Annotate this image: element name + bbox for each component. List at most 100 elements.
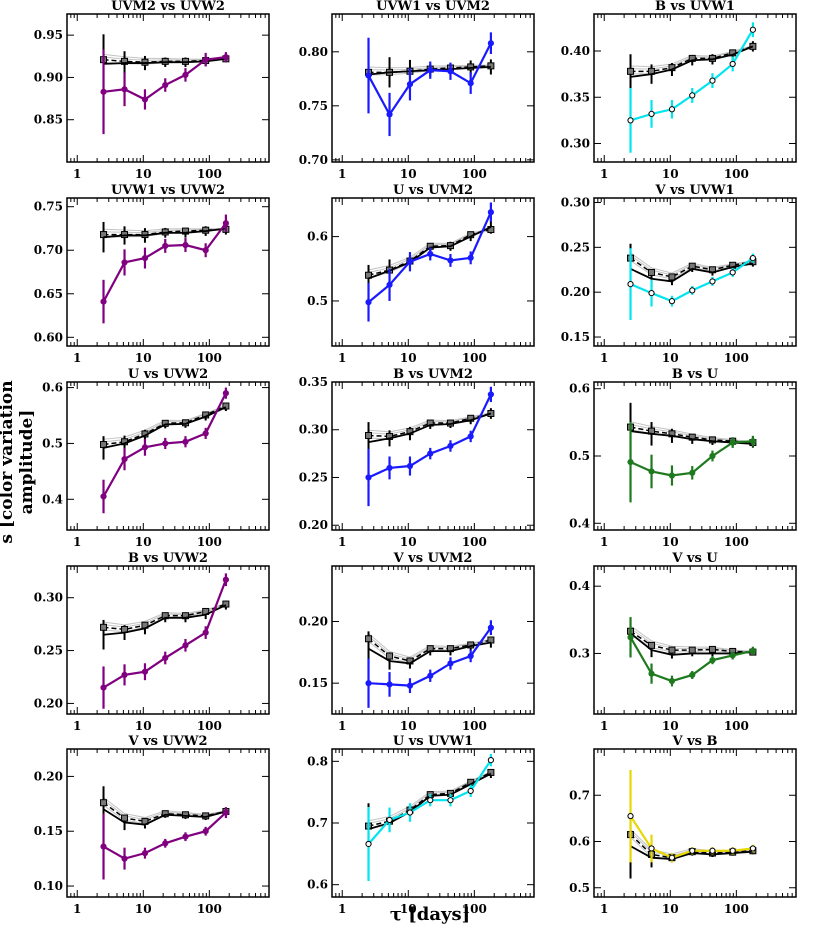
y-tick-label: 0.65: [34, 287, 63, 301]
sample-point: [182, 438, 189, 445]
sample-point: [729, 269, 736, 276]
sample-point: [749, 438, 756, 445]
sample-point: [141, 668, 149, 675]
sample-point: [222, 809, 229, 816]
y-tick-label: 0.15: [561, 330, 590, 344]
y-tick-label: 0.35: [561, 90, 590, 104]
x-tick-label: 1: [338, 167, 346, 181]
sample-point: [100, 684, 107, 691]
sample-point: [182, 642, 189, 649]
sample-point: [182, 241, 189, 249]
sample-point: [406, 81, 414, 88]
sample-point: [182, 71, 189, 78]
y-tick-label: 0.20: [561, 285, 590, 299]
sample-point: [689, 847, 696, 854]
y-tick-label: 0.15: [34, 824, 63, 838]
model-square-marker: [386, 652, 394, 660]
model-square-marker: [648, 268, 656, 276]
x-tick-label: 100: [724, 167, 749, 181]
sample-point: [648, 468, 655, 475]
sample-point: [365, 72, 372, 79]
model-square-marker: [487, 768, 495, 776]
sample-point: [100, 493, 107, 500]
axes-frame: [593, 381, 797, 531]
sample-point: [749, 845, 756, 852]
y-tick-label: 0.20: [299, 615, 328, 629]
y-tick-label: 0.60: [34, 330, 63, 344]
sample-point: [386, 111, 393, 118]
panel-title: UVM2 vs UVW2: [111, 0, 225, 14]
sample-point: [648, 110, 655, 118]
sample-point: [365, 680, 372, 687]
panel-title: U vs UVM2: [393, 183, 473, 198]
x-tick-label: 10: [135, 902, 152, 916]
y-tick-label: 0.30: [561, 137, 590, 151]
model-solid-line: [368, 412, 492, 444]
axes-frame: [66, 748, 270, 898]
sample-point: [668, 472, 676, 479]
x-tick-label: 10: [400, 351, 417, 365]
x-tick-label: 100: [462, 902, 487, 916]
x-tick-label: 10: [135, 167, 152, 181]
x-tick-label: 10: [662, 902, 679, 916]
y-tick-label: 0.85: [34, 113, 63, 127]
sample-point: [386, 281, 393, 288]
model-square-marker: [648, 641, 656, 649]
model-square-marker: [181, 811, 189, 819]
x-tick-label: 1: [600, 351, 608, 365]
sample-point: [202, 828, 209, 835]
y-tick-label: 0.6: [42, 381, 63, 395]
panel-title: B vs U: [672, 367, 719, 382]
axes-frame: [593, 197, 797, 347]
y-tick-label: 0.8: [307, 754, 328, 768]
axes-frame: [331, 748, 535, 898]
panel-title: V vs UVM2: [393, 551, 473, 566]
sample-point: [222, 54, 229, 61]
sample-point: [121, 259, 128, 266]
model-solid-line: [630, 45, 754, 78]
sample-point: [406, 462, 414, 470]
sample-point: [749, 647, 756, 654]
y-tick-label: 0.70: [34, 243, 63, 257]
x-tick-label: 100: [724, 719, 749, 733]
panel-2: UVW1 vs UVM2 1 10 100 0.70 0.75 0.80: [299, 0, 535, 181]
sample-point: [427, 672, 434, 679]
sample-point: [689, 92, 696, 99]
x-tick-label: 100: [724, 535, 749, 549]
y-tick-label: 0.80: [299, 45, 328, 59]
sample-point: [162, 242, 169, 249]
y-tick-label: 0.30: [561, 195, 590, 209]
sample-point: [467, 80, 474, 87]
sample-point: [648, 670, 655, 677]
y-tick-label: 0.3: [569, 646, 590, 660]
panel-title: U vs UVW1: [393, 734, 473, 749]
sample-point: [668, 106, 676, 113]
sample-point: [467, 433, 474, 440]
model-square-marker: [181, 227, 189, 235]
sample-point: [447, 257, 454, 264]
x-tick-label: 100: [462, 535, 487, 549]
sample-point: [427, 67, 434, 74]
panel-3: B vs UVW1 1 10 100 0.30 0.35 0.40: [561, 0, 797, 181]
x-tick-label: 100: [197, 719, 222, 733]
y-tick-label: 0.5: [569, 881, 590, 895]
sample-point: [100, 843, 107, 850]
sample-point: [427, 797, 434, 804]
sample-point: [386, 681, 393, 688]
sample-point: [386, 816, 393, 824]
panel-title: V vs B: [672, 734, 718, 749]
y-tick-label: 0.25: [299, 470, 328, 484]
model-square-marker: [668, 273, 676, 281]
x-tick-label: 10: [662, 167, 679, 181]
model-square-marker: [100, 623, 108, 631]
sample-point: [648, 845, 655, 852]
y-tick-label: 0.40: [561, 44, 590, 58]
x-tick-label: 10: [400, 535, 417, 549]
panel-title: U vs UVW2: [128, 367, 208, 382]
sample-point: [121, 455, 128, 463]
x-tick-label: 10: [135, 535, 152, 549]
sample-point: [668, 298, 676, 305]
y-tick-label: 0.6: [307, 230, 328, 244]
model-square-marker: [426, 419, 434, 427]
